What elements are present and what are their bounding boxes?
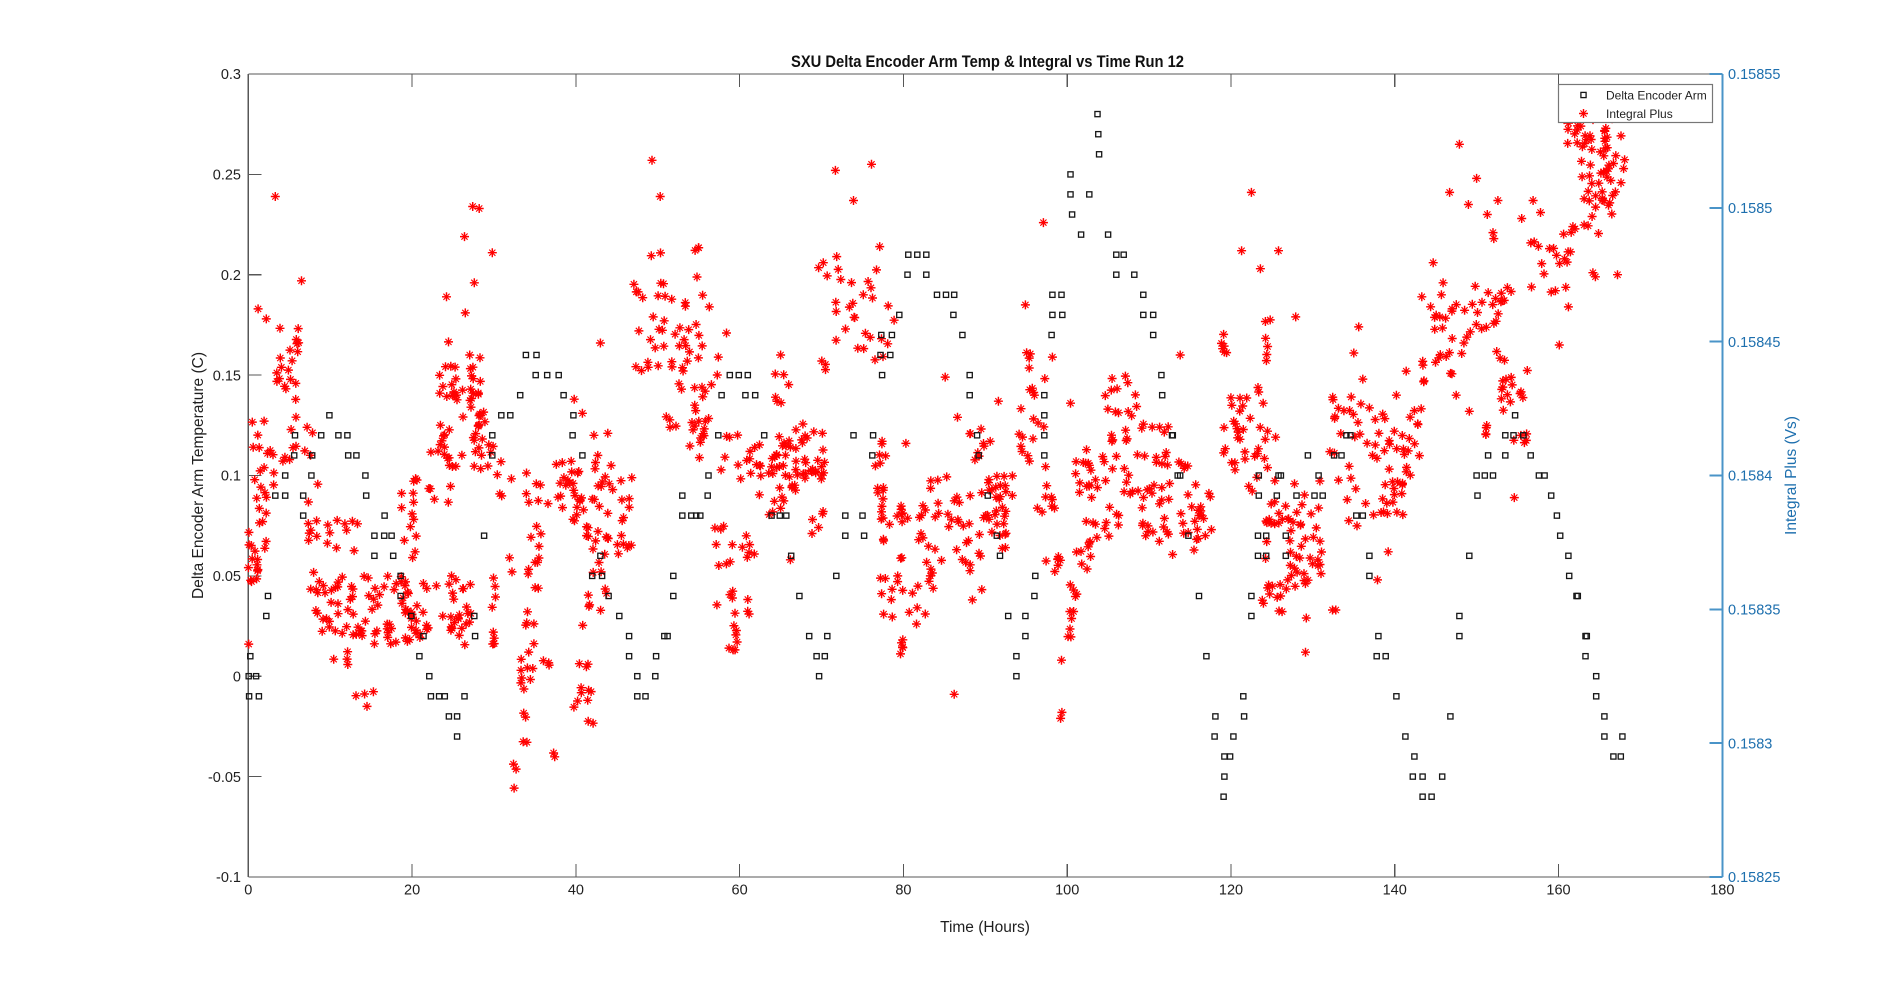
svg-text:120: 120 <box>1219 883 1243 899</box>
svg-text:-0.05: -0.05 <box>208 770 241 786</box>
svg-text:0.1: 0.1 <box>221 469 241 485</box>
svg-text:0.1585: 0.1585 <box>1728 201 1772 217</box>
svg-text:0: 0 <box>233 670 241 686</box>
svg-text:0: 0 <box>244 883 252 899</box>
svg-text:0.1583: 0.1583 <box>1728 736 1772 752</box>
svg-text:Integral Plus: Integral Plus <box>1606 107 1673 121</box>
svg-text:180: 180 <box>1710 883 1734 899</box>
svg-text:0.2: 0.2 <box>221 268 241 284</box>
svg-text:Delta Encoder Arm Temperature: Delta Encoder Arm Temperature (C) <box>190 352 207 599</box>
svg-text:100: 100 <box>1055 883 1079 899</box>
svg-text:80: 80 <box>895 883 911 899</box>
svg-text:0.1584: 0.1584 <box>1728 469 1772 485</box>
svg-text:0.15855: 0.15855 <box>1728 67 1780 83</box>
svg-text:140: 140 <box>1383 883 1407 899</box>
svg-text:160: 160 <box>1546 883 1570 899</box>
svg-text:0.15845: 0.15845 <box>1728 335 1780 351</box>
svg-text:20: 20 <box>404 883 420 899</box>
svg-text:SXU Delta Encoder Arm Temp & I: SXU Delta Encoder Arm Temp & Integral vs… <box>791 52 1184 71</box>
svg-text:60: 60 <box>732 883 748 899</box>
svg-text:Delta Encoder Arm: Delta Encoder Arm <box>1606 89 1707 103</box>
svg-text:-0.1: -0.1 <box>216 870 241 886</box>
svg-text:40: 40 <box>568 883 584 899</box>
svg-text:0.3: 0.3 <box>221 67 241 83</box>
svg-text:Time (Hours): Time (Hours) <box>940 919 1030 936</box>
svg-text:0.15: 0.15 <box>213 368 241 384</box>
svg-text:Integral Plus (Vs): Integral Plus (Vs) <box>1783 416 1800 535</box>
svg-text:0.25: 0.25 <box>213 168 241 184</box>
svg-text:0.15835: 0.15835 <box>1728 603 1780 619</box>
svg-text:0.05: 0.05 <box>213 569 241 585</box>
svg-text:0.15825: 0.15825 <box>1728 870 1780 886</box>
